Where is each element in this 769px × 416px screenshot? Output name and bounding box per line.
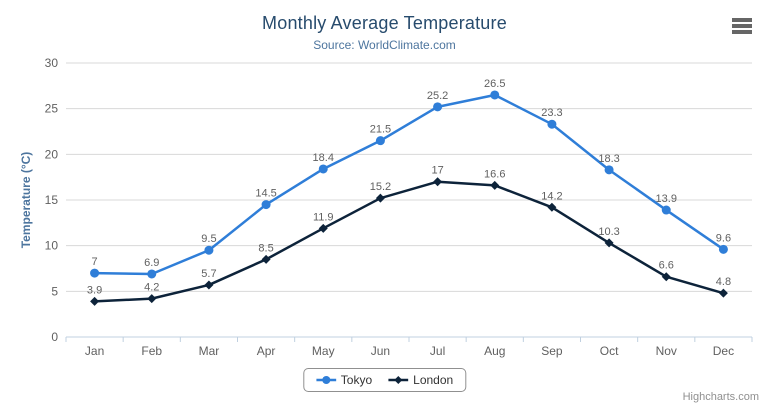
x-axis-label: Sep bbox=[541, 344, 563, 358]
x-axis-label: Jun bbox=[371, 344, 390, 358]
london-point[interactable] bbox=[604, 238, 614, 248]
y-axis-label: 25 bbox=[45, 102, 59, 116]
tokyo-point[interactable] bbox=[204, 245, 214, 255]
y-axis-title: Temperature (°C) bbox=[19, 152, 33, 249]
y-axis-label: 5 bbox=[51, 284, 58, 298]
tokyo-legend-marker-icon bbox=[315, 376, 336, 384]
tokyo-point[interactable] bbox=[433, 102, 443, 112]
legend-item-tokyo[interactable]: Tokyo bbox=[315, 373, 373, 387]
x-axis-label: Apr bbox=[257, 344, 276, 358]
london-point[interactable] bbox=[433, 177, 443, 187]
london-data-label: 10.3 bbox=[598, 226, 619, 238]
hamburger-menu-icon bbox=[732, 24, 752, 28]
london-point[interactable] bbox=[147, 294, 157, 304]
legend-item-london[interactable]: London bbox=[388, 373, 453, 387]
y-axis-label: 20 bbox=[45, 147, 59, 161]
x-axis-label: Jan bbox=[85, 344, 104, 358]
legend-label-london: London bbox=[413, 373, 454, 387]
london-point[interactable] bbox=[90, 296, 100, 306]
tokyo-data-label: 14.5 bbox=[255, 188, 276, 200]
london-point[interactable] bbox=[261, 254, 271, 264]
hamburger-menu-icon bbox=[732, 30, 752, 34]
series-line-london bbox=[93, 180, 725, 303]
london-data-label: 8.5 bbox=[258, 242, 273, 254]
series-line-tokyo bbox=[93, 93, 725, 276]
tokyo-point[interactable] bbox=[147, 269, 157, 279]
london-point[interactable] bbox=[318, 223, 328, 233]
tokyo-data-label: 7 bbox=[92, 256, 98, 268]
london-data-label: 4.8 bbox=[716, 276, 731, 288]
hamburger-menu-icon bbox=[732, 18, 752, 22]
tokyo-data-label: 6.9 bbox=[144, 257, 159, 269]
tokyo-data-label: 18.3 bbox=[598, 153, 619, 165]
london-data-label: 4.2 bbox=[144, 282, 159, 294]
london-data-label: 14.2 bbox=[541, 190, 562, 202]
x-axis-label: Jul bbox=[430, 344, 445, 358]
y-axis-label: 15 bbox=[45, 193, 59, 207]
legend-label-tokyo: Tokyo bbox=[340, 373, 373, 387]
tokyo-point[interactable] bbox=[375, 136, 385, 146]
tokyo-point[interactable] bbox=[604, 165, 614, 175]
london-data-label: 17 bbox=[431, 165, 443, 177]
london-data-label: 16.6 bbox=[484, 168, 505, 180]
london-data-label: 3.9 bbox=[87, 284, 102, 296]
y-axis-label: 0 bbox=[51, 330, 58, 344]
london-point[interactable] bbox=[547, 202, 557, 212]
x-axis-label: Mar bbox=[199, 344, 220, 358]
tokyo-data-label: 13.9 bbox=[656, 193, 677, 205]
tokyo-data-label: 21.5 bbox=[370, 124, 391, 136]
london-legend-marker-icon bbox=[388, 376, 409, 384]
london-data-label: 6.6 bbox=[659, 260, 674, 272]
x-axis-label: Dec bbox=[713, 344, 734, 358]
tokyo-point[interactable] bbox=[318, 164, 328, 174]
london-point[interactable] bbox=[375, 193, 385, 203]
london-data-label: 5.7 bbox=[201, 268, 216, 280]
tokyo-point[interactable] bbox=[261, 200, 271, 210]
tokyo-point[interactable] bbox=[490, 90, 500, 100]
tokyo-point[interactable] bbox=[547, 119, 557, 129]
x-axis-label: Aug bbox=[484, 344, 505, 358]
export-menu-button[interactable] bbox=[730, 16, 754, 36]
tokyo-data-label: 25.2 bbox=[427, 90, 448, 102]
x-axis-label: Oct bbox=[600, 344, 619, 358]
tokyo-point[interactable] bbox=[718, 244, 728, 254]
tokyo-point[interactable] bbox=[90, 268, 100, 278]
tokyo-data-label: 26.5 bbox=[484, 78, 505, 90]
london-data-label: 15.2 bbox=[370, 181, 391, 193]
tokyo-point[interactable] bbox=[661, 205, 671, 215]
tokyo-data-label: 9.6 bbox=[716, 232, 731, 244]
london-data-label: 11.9 bbox=[313, 211, 334, 223]
chart-title: Monthly Average Temperature bbox=[262, 13, 507, 33]
london-point[interactable] bbox=[718, 288, 728, 298]
tokyo-data-label: 23.3 bbox=[541, 107, 562, 119]
london-point[interactable] bbox=[204, 280, 214, 290]
legend: Tokyo London bbox=[302, 368, 467, 392]
credits-link[interactable]: Highcharts.com bbox=[682, 391, 759, 403]
x-axis-label: Nov bbox=[656, 344, 677, 358]
y-axis-label: 10 bbox=[45, 239, 59, 253]
tokyo-data-label: 18.4 bbox=[313, 152, 334, 164]
london-point[interactable] bbox=[490, 180, 500, 190]
x-axis-label: May bbox=[312, 344, 335, 358]
chart-subtitle: Source: WorldClimate.com bbox=[313, 38, 456, 52]
y-axis-label: 30 bbox=[45, 56, 59, 70]
tokyo-data-label: 9.5 bbox=[201, 233, 216, 245]
x-axis-label: Feb bbox=[141, 344, 162, 358]
london-point[interactable] bbox=[661, 272, 671, 282]
